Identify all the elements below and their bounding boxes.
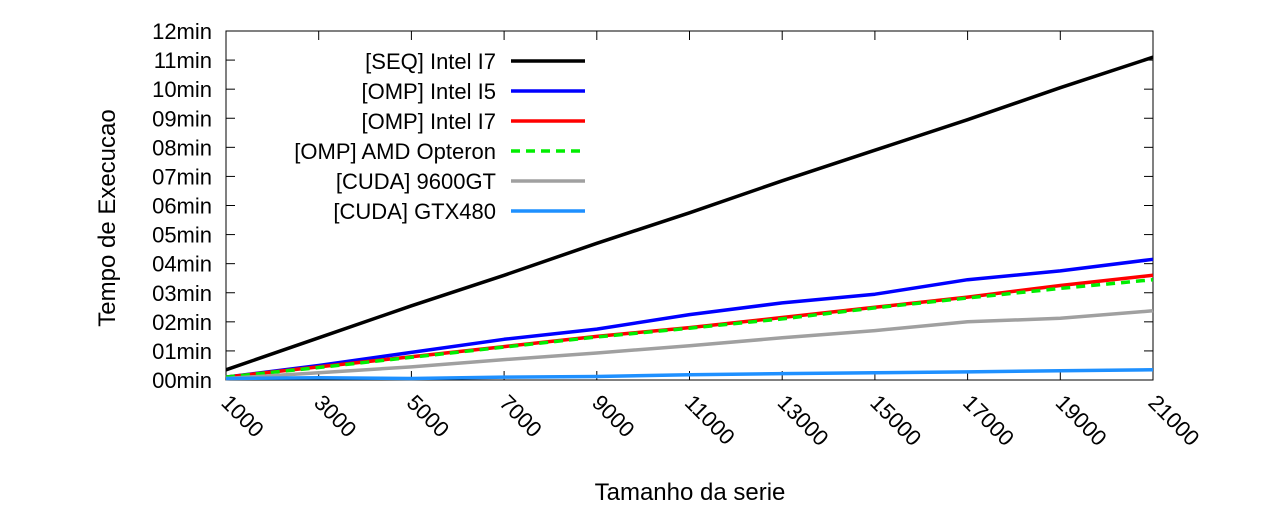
legend-label: [OMP] AMD Opteron xyxy=(294,139,496,164)
y-tick-label: 03min xyxy=(152,281,212,306)
y-tick-label: 02min xyxy=(152,310,212,335)
y-tick-label: 05min xyxy=(152,223,212,248)
y-tick-label: 09min xyxy=(152,106,212,131)
legend-label: [OMP] Intel I5 xyxy=(362,79,497,104)
y-tick-label: 11min xyxy=(154,48,212,73)
legend-label: [OMP] Intel I7 xyxy=(362,109,497,134)
legend-label: [SEQ] Intel I7 xyxy=(365,49,496,74)
y-tick-label: 06min xyxy=(152,194,212,219)
x-tick-label: 9000 xyxy=(587,390,639,442)
x-tick-label: 3000 xyxy=(309,390,361,442)
series-line xyxy=(225,368,1154,381)
y-tick-label: 07min xyxy=(152,164,212,189)
y-tick-label: 08min xyxy=(152,135,212,160)
series-line xyxy=(225,257,1154,379)
x-tick-label: 13000 xyxy=(773,390,834,451)
x-tick-label: 17000 xyxy=(958,390,1019,451)
y-tick-label: 12min xyxy=(152,19,212,44)
y-tick-label: 00min xyxy=(152,368,212,393)
series-layer xyxy=(225,55,1154,381)
x-tick-label: 7000 xyxy=(495,390,547,442)
series-line xyxy=(225,55,1154,372)
x-tick-label: 1000 xyxy=(216,390,268,442)
series-line xyxy=(225,277,1154,379)
y-tick-label: 04min xyxy=(152,252,212,277)
y-tick-label: 01min xyxy=(152,339,212,364)
x-tick-label: 21000 xyxy=(1143,390,1204,451)
x-tick-label: 19000 xyxy=(1051,390,1112,451)
legend-label: [CUDA] 9600GT xyxy=(336,169,496,194)
x-tick-label: 11000 xyxy=(680,390,740,450)
y-axis-label: Tempo de Execucao xyxy=(94,109,121,326)
series-line xyxy=(225,309,1154,381)
x-tick-label: 5000 xyxy=(402,390,454,442)
legend: [SEQ] Intel I7 [OMP] Intel I5 [OMP] Intel … xyxy=(294,49,585,224)
x-tick-label: 15000 xyxy=(865,390,926,451)
x-axis-label: Tamanho da serie xyxy=(595,479,786,506)
y-tick-label: 10min xyxy=(152,77,212,102)
y-axis: 00min 01min 02min 03min 04min 05min 06min 07min… xyxy=(152,19,1153,393)
legend-label: [CUDA] GTX480 xyxy=(333,199,496,224)
